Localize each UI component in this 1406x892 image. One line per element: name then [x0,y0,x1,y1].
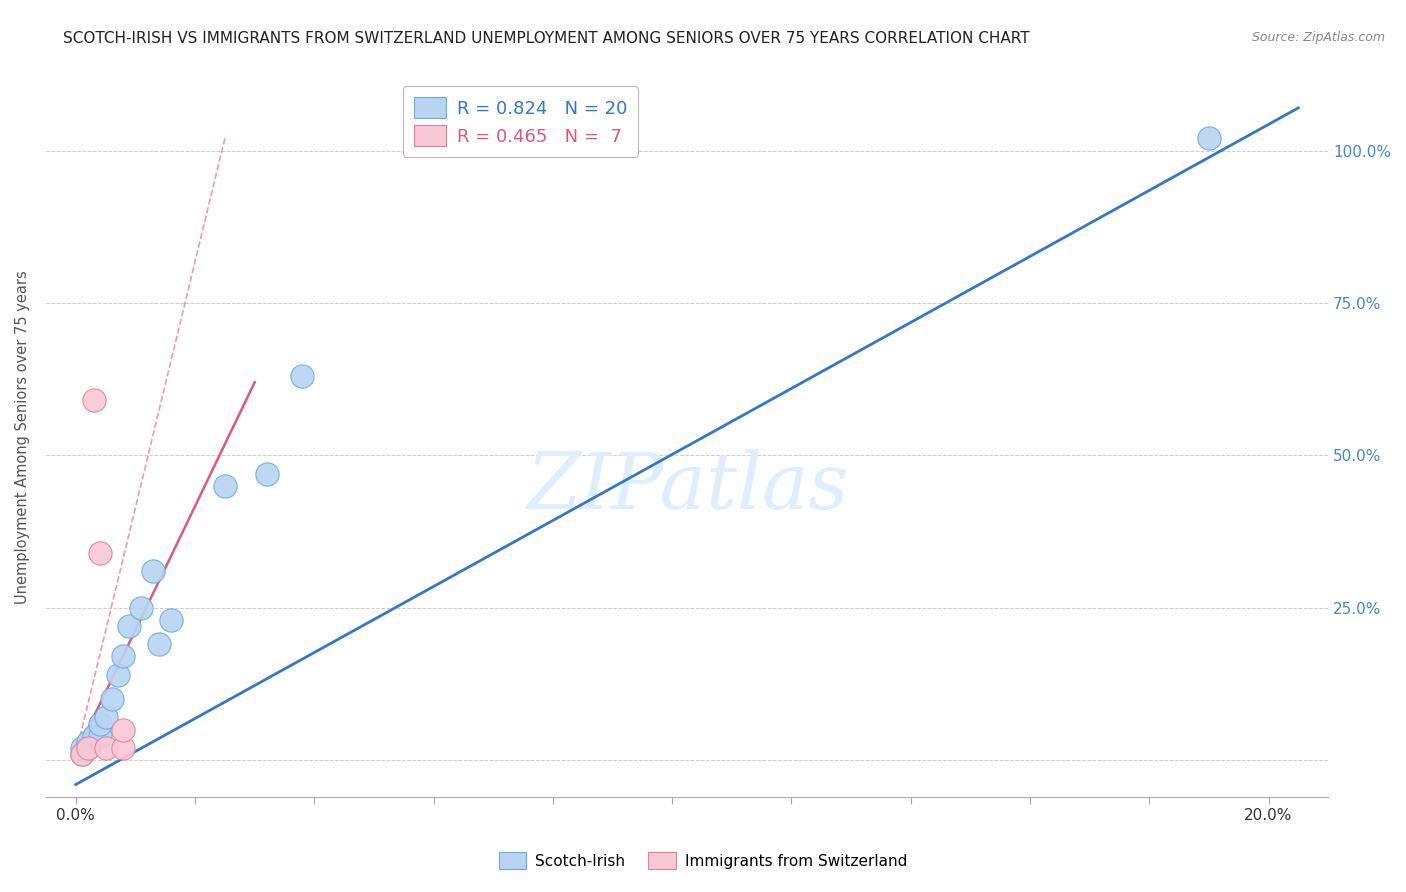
Point [89,716,111,731]
Point [148,637,170,651]
Text: Source: ZipAtlas.com: Source: ZipAtlas.com [1251,31,1385,45]
Point [89,729,111,743]
Point [89,546,111,560]
Point [112,649,135,664]
Point [76,735,98,749]
Point [112,723,135,737]
Legend: Scotch-Irish, Immigrants from Switzerland: Scotch-Irish, Immigrants from Switzerlan… [492,846,914,875]
Point [112,740,135,755]
Point [131,600,153,615]
Point [256,467,278,481]
Point [291,369,314,384]
Point [83,393,105,408]
Point [1198,131,1220,145]
Point [94,710,117,724]
Point [70,747,93,761]
Point [94,740,117,755]
Point [76,740,98,755]
Point [214,479,236,493]
Point [107,667,129,681]
Point [83,729,105,743]
Y-axis label: Unemployment Among Seniors over 75 years: Unemployment Among Seniors over 75 years [15,270,30,604]
Point [70,747,93,761]
Text: ZIPatlas: ZIPatlas [526,450,848,525]
Point [100,692,122,706]
Point [142,564,165,578]
Legend: R = 0.824   N = 20, R = 0.465   N =  7: R = 0.824 N = 20, R = 0.465 N = 7 [402,87,638,157]
Text: SCOTCH-IRISH VS IMMIGRANTS FROM SWITZERLAND UNEMPLOYMENT AMONG SENIORS OVER 75 Y: SCOTCH-IRISH VS IMMIGRANTS FROM SWITZERL… [63,31,1029,46]
Point [76,740,98,755]
Point [118,619,141,633]
Point [160,613,183,627]
Point [70,740,93,755]
